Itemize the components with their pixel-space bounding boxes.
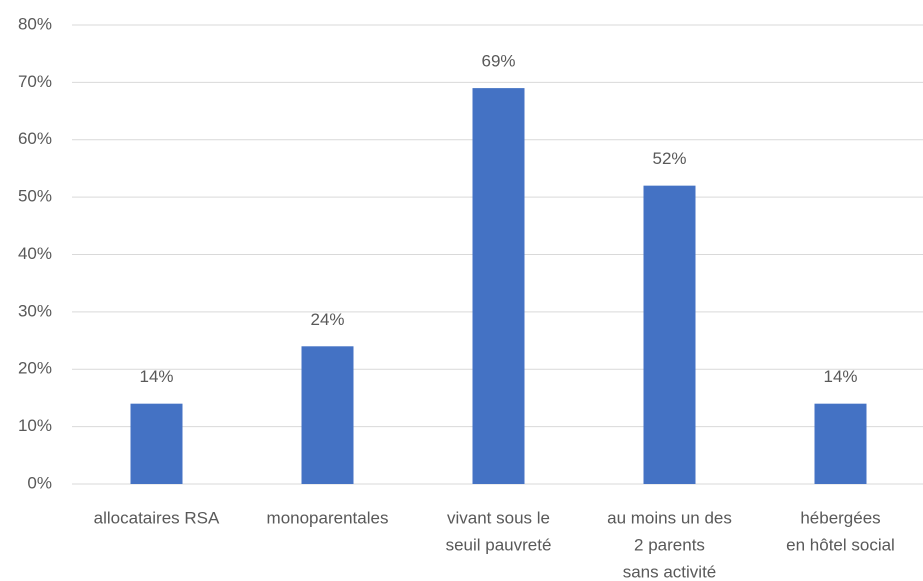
bar	[130, 403, 183, 484]
data-label: 24%	[310, 310, 344, 329]
y-tick-label: 50%	[18, 187, 52, 206]
data-label: 14%	[139, 367, 173, 386]
x-tick-label: hébergées	[800, 508, 880, 527]
x-tick-label: vivant sous le	[447, 508, 550, 527]
y-tick-label: 80%	[18, 14, 52, 33]
y-tick-label: 60%	[18, 129, 52, 148]
x-tick-label: au moins un des	[607, 508, 732, 527]
x-tick-label: monoparentales	[267, 508, 389, 527]
x-tick-label: sans activité	[623, 562, 717, 581]
bar	[814, 403, 867, 484]
y-tick-label: 40%	[18, 244, 52, 263]
y-tick-label: 20%	[18, 359, 52, 378]
data-label: 52%	[652, 149, 686, 168]
y-tick-label: 70%	[18, 72, 52, 91]
x-tick-label: seuil pauvreté	[446, 535, 552, 554]
y-tick-label: 0%	[27, 473, 52, 492]
data-label: 14%	[823, 367, 857, 386]
x-tick-label: allocataires RSA	[94, 508, 220, 527]
x-tick-label: en hôtel social	[786, 535, 895, 554]
bar	[643, 185, 696, 484]
x-tick-label: 2 parents	[634, 535, 705, 554]
y-tick-label: 10%	[18, 416, 52, 435]
y-tick-label: 30%	[18, 301, 52, 320]
bar	[472, 88, 525, 485]
bar	[301, 346, 354, 484]
data-label: 69%	[481, 52, 515, 71]
